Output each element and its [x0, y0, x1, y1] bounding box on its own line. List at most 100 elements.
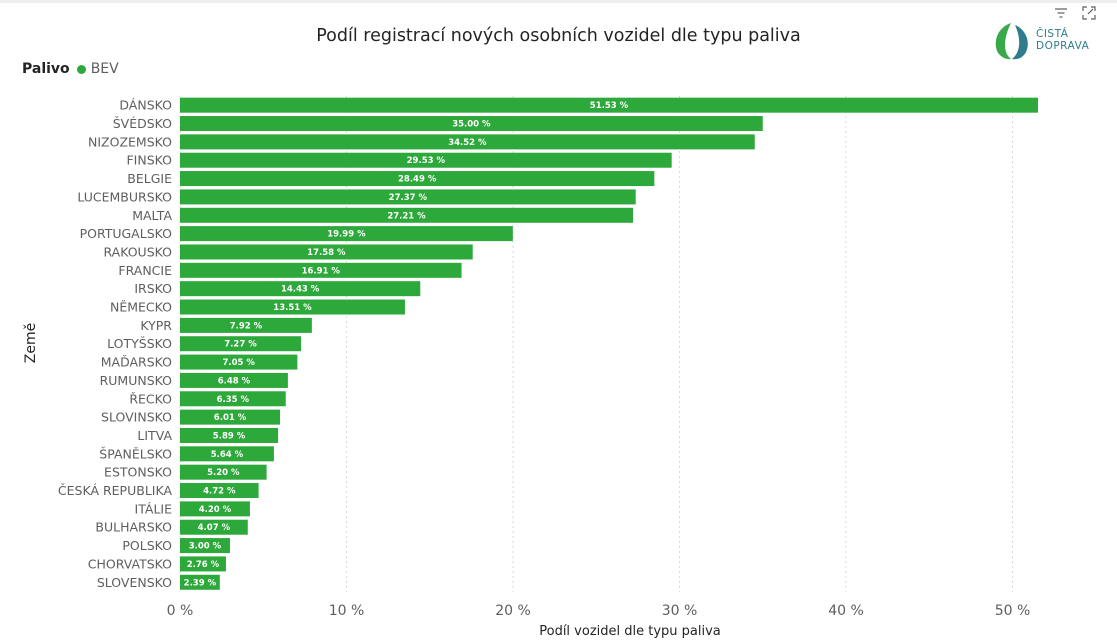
bar[interactable] — [180, 336, 302, 352]
gridlines — [179, 96, 1013, 592]
bar-data-label: 27.21 % — [387, 211, 426, 221]
bar-data-label: 4.72 % — [203, 487, 236, 497]
bar[interactable] — [180, 519, 248, 535]
chart-title: Podíl registrací nových osobních vozidel… — [316, 26, 801, 46]
y-category-label: FRANCIE — [118, 263, 172, 278]
bar[interactable] — [180, 134, 755, 150]
bar[interactable] — [180, 244, 473, 260]
x-tick-label: 0 % — [167, 603, 194, 619]
y-category-label: NĚMECKO — [110, 300, 172, 315]
x-tick-label: 20 % — [495, 603, 531, 619]
bar[interactable] — [180, 354, 298, 370]
y-category-label: PORTUGALSKO — [80, 226, 173, 241]
bar[interactable] — [180, 372, 288, 388]
y-category-label: MAĎARSKO — [101, 355, 172, 370]
bar[interactable] — [180, 538, 230, 554]
bar[interactable] — [180, 446, 274, 462]
bar-data-label: 4.20 % — [199, 505, 232, 515]
y-category-label: LUCEMBURSKO — [77, 189, 172, 204]
legend-title: Palivo — [22, 61, 70, 77]
y-category-label: KYPR — [140, 318, 172, 333]
x-axis-title: Podíl vozidel dle typu paliva — [539, 624, 721, 639]
bar-data-label: 2.76 % — [187, 560, 220, 570]
y-category-label: ŘECKO — [129, 391, 172, 406]
bar-data-label: 16.91 % — [302, 266, 341, 276]
bar[interactable] — [180, 409, 281, 425]
data-labels: 51.53 % 35.00 % 34.52 %29.53 % 28.49 % 27.37… — [184, 101, 629, 588]
bar[interactable] — [180, 281, 421, 297]
y-axis-categories: DÁNSKO ŠVÉDSKO NIZOZEMSKO FINSKO BELGIE LUCEM… — [58, 98, 173, 590]
bar-data-label: 5.89 % — [213, 431, 246, 441]
y-category-label: RUMUNSKO — [100, 373, 173, 388]
x-tick-label: 10 % — [329, 603, 365, 619]
bar[interactable] — [180, 97, 1038, 113]
logo-text-line1: ČISTÁ — [1036, 28, 1069, 40]
y-category-label: MALTA — [132, 208, 172, 223]
top-strip — [0, 0, 1117, 3]
bar[interactable] — [180, 483, 259, 499]
x-tick-label: 30 % — [662, 603, 698, 619]
bar[interactable] — [180, 116, 763, 132]
bar-data-label: 7.05 % — [222, 358, 255, 368]
bar-data-label: 5.64 % — [211, 450, 244, 460]
bar-data-label: 13.51 % — [273, 303, 312, 313]
y-category-label: NIZOZEMSKO — [88, 134, 172, 149]
bar[interactable] — [180, 189, 636, 205]
y-category-label: ŠPANĚLSKO — [99, 446, 172, 461]
logo-text-line2: DOPRAVA — [1036, 40, 1090, 52]
bars — [180, 97, 1038, 590]
bar[interactable] — [180, 574, 220, 590]
expand-icon[interactable] — [1081, 5, 1097, 21]
y-category-label: BELGIE — [127, 171, 172, 186]
bar-data-label: 19.99 % — [327, 230, 366, 240]
y-category-label: ČESKÁ REPUBLIKA — [58, 483, 173, 498]
y-category-label: FINSKO — [126, 153, 172, 168]
bar[interactable] — [180, 207, 634, 223]
y-category-label: SLOVENSKO — [97, 575, 172, 590]
visual-header — [1053, 5, 1097, 21]
bar-data-label: 5.20 % — [207, 468, 240, 478]
logo-mark-icon — [995, 23, 1028, 60]
y-category-label: ITÁLIE — [135, 501, 173, 516]
bar-data-label: 6.01 % — [214, 413, 247, 423]
bar-data-label: 29.53 % — [407, 156, 446, 166]
bar[interactable] — [180, 262, 462, 278]
bar[interactable] — [180, 226, 513, 242]
bar[interactable] — [180, 171, 655, 187]
bar-data-label: 6.48 % — [218, 376, 251, 386]
bar-data-label: 7.92 % — [230, 321, 263, 331]
bar-data-label: 3.00 % — [189, 542, 222, 552]
y-category-label: DÁNSKO — [119, 98, 172, 113]
bar[interactable] — [180, 299, 405, 315]
bar-data-label: 6.35 % — [217, 395, 250, 405]
y-category-label: POLSKO — [122, 538, 172, 553]
bar[interactable] — [180, 427, 279, 443]
x-tick-label: 40 % — [828, 603, 864, 619]
bar-data-label: 34.52 % — [448, 138, 487, 148]
y-category-label: SLOVINSKO — [101, 410, 172, 425]
bar-data-label: 7.27 % — [224, 340, 257, 350]
y-category-label: ESTONSKO — [104, 465, 172, 480]
bar[interactable] — [180, 317, 312, 333]
bar-data-label: 51.53 % — [590, 101, 629, 111]
bar[interactable] — [180, 391, 286, 407]
y-category-label: CHORVATSKO — [88, 556, 172, 571]
legend: Palivo BEV — [22, 61, 119, 77]
y-category-label: IRSKO — [134, 281, 172, 296]
bar-data-label: 28.49 % — [398, 175, 437, 185]
legend-entry-bev[interactable]: BEV — [90, 61, 119, 77]
filter-lines-icon[interactable] — [1053, 5, 1069, 21]
legend-marker — [76, 64, 86, 74]
bar[interactable] — [180, 556, 226, 572]
logo-text: ČISTÁ DOPRAVA — [1036, 28, 1089, 52]
bar[interactable] — [180, 464, 267, 480]
bar[interactable] — [180, 501, 250, 517]
logo: ČISTÁ DOPRAVA — [993, 21, 1103, 61]
x-axis-ticks: 0 % 10 % 20 % 30 % 40 % 50 % — [167, 603, 1031, 619]
bar-data-label: 35.00 % — [452, 120, 491, 130]
bar[interactable] — [180, 152, 672, 168]
bar-data-label: 2.39 % — [184, 578, 217, 588]
bar-data-label: 27.37 % — [389, 193, 428, 203]
x-tick-label: 50 % — [995, 603, 1031, 619]
